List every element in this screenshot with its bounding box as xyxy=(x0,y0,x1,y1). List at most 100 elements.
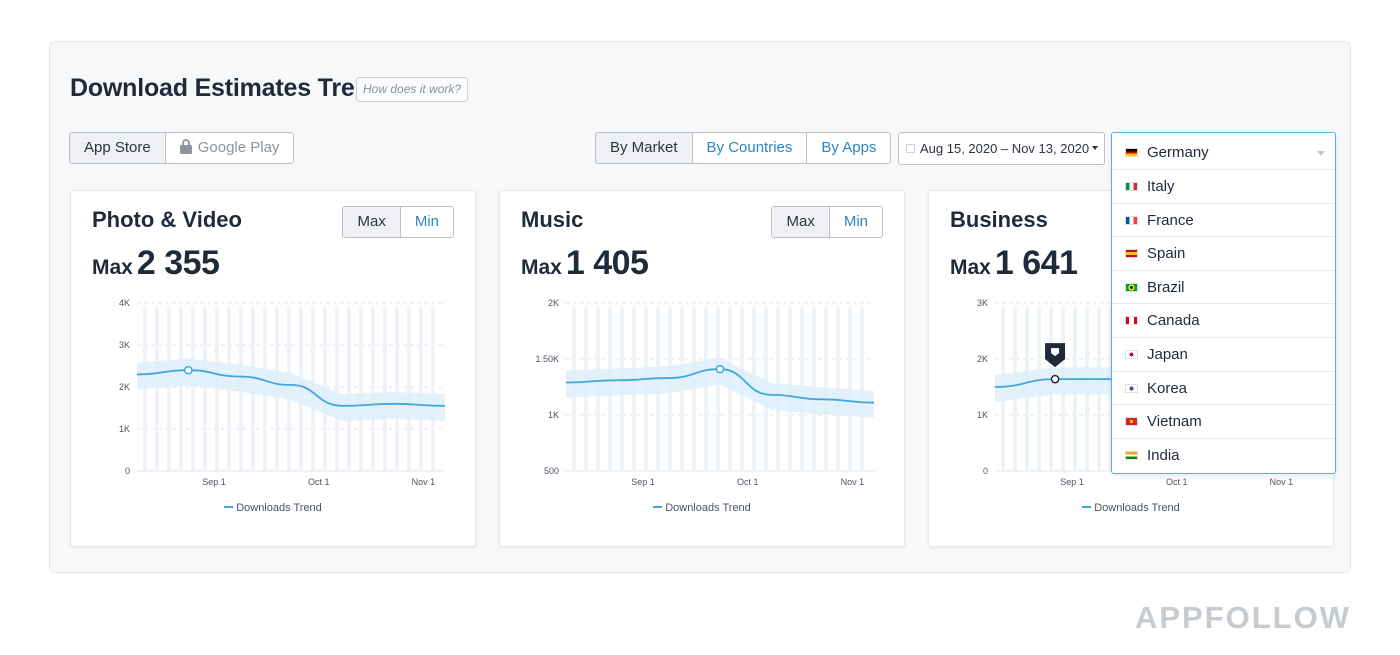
y-tick-label: 1K xyxy=(548,410,559,420)
weekday-band xyxy=(179,307,183,471)
data-point-marker xyxy=(183,365,193,375)
weekday-band xyxy=(191,307,195,471)
legend-label: Downloads Trend xyxy=(665,502,751,514)
country-label: Korea xyxy=(1147,379,1188,397)
max-min-toggle: Max Min xyxy=(342,206,454,238)
max-button[interactable]: Max xyxy=(343,207,401,237)
category-card-music: Music Max Min Max 1 405 500 1K 1.50K 2K Sep 1… xyxy=(499,190,905,547)
x-tick-label: Nov 1 xyxy=(841,477,865,487)
x-tick-label: Nov 1 xyxy=(1270,477,1294,487)
country-option-spain[interactable]: Spain xyxy=(1112,237,1335,271)
lock-icon xyxy=(179,139,192,154)
legend-label: Downloads Trend xyxy=(236,502,322,514)
weekday-band xyxy=(716,307,720,471)
country-label: India xyxy=(1147,446,1180,464)
app-store-button[interactable]: App Store xyxy=(70,133,166,163)
country-label: Japan xyxy=(1147,345,1188,363)
data-point-marker xyxy=(715,364,725,374)
card-title: Music xyxy=(521,207,584,232)
chevron-down-icon xyxy=(1317,151,1325,156)
spain-flag-icon xyxy=(1125,249,1138,259)
by-countries-tab[interactable]: By Countries xyxy=(693,133,808,163)
country-option-india[interactable]: India xyxy=(1112,439,1335,473)
legend-swatch xyxy=(1082,506,1092,508)
weekday-band xyxy=(704,307,708,471)
weekday-band xyxy=(359,307,363,471)
weekday-band xyxy=(395,307,399,471)
canada-flag-icon xyxy=(1125,316,1138,326)
weekday-band xyxy=(692,307,696,471)
max-value: 1 641 xyxy=(994,244,1078,282)
chart-legend[interactable]: Downloads Trend xyxy=(500,502,904,514)
y-tick-label: 4K xyxy=(119,298,130,308)
y-tick-label: 0 xyxy=(125,466,130,476)
view-toggle: By Market By Countries By Apps xyxy=(595,132,892,164)
country-label: Spain xyxy=(1147,245,1186,263)
country-option-korea[interactable]: Korea xyxy=(1112,372,1335,406)
country-label: Vietnam xyxy=(1147,413,1202,431)
how-does-it-work-link[interactable]: How does it work? xyxy=(356,77,469,102)
x-tick-label: Oct 1 xyxy=(737,477,759,487)
vietnam-flag-icon xyxy=(1125,417,1138,427)
by-market-tab[interactable]: By Market xyxy=(596,133,693,163)
country-select[interactable]: Germany xyxy=(1112,133,1335,170)
y-tick-label: 1K xyxy=(977,410,988,420)
card-title: Photo & Video xyxy=(92,207,242,232)
country-option-brazil[interactable]: Brazil xyxy=(1112,271,1335,305)
x-tick-label: Oct 1 xyxy=(308,477,330,487)
weekday-band xyxy=(383,307,387,471)
legend-label: Downloads Trend xyxy=(1094,502,1180,514)
y-tick-label: 1K xyxy=(119,424,130,434)
chart-photo-video: 0 1K 2K 3K 4K Sep 1 Oct 1 Nov 1 xyxy=(119,298,446,487)
country-option-italy[interactable]: Italy xyxy=(1112,170,1335,204)
y-tick-label: 3K xyxy=(119,340,130,350)
x-tick-label: Oct 1 xyxy=(1166,477,1188,487)
chart-legend[interactable]: Downloads Trend xyxy=(71,502,475,514)
country-option-france[interactable]: France xyxy=(1112,204,1335,238)
weekday-band xyxy=(215,307,219,471)
card-max-value: Max 1 405 xyxy=(521,244,649,283)
by-apps-tab[interactable]: By Apps xyxy=(821,139,877,156)
country-option-vietnam[interactable]: Vietnam xyxy=(1112,405,1335,439)
y-tick-label: 1.50K xyxy=(535,354,559,364)
card-title: Business xyxy=(950,207,1048,232)
google-play-label: Google Play xyxy=(197,139,280,156)
y-tick-label: 500 xyxy=(544,466,559,476)
country-label: Italy xyxy=(1147,178,1175,195)
japan-flag-icon xyxy=(1125,349,1138,359)
appfollow-logo: APPFOLLOW xyxy=(1134,600,1351,635)
legend-swatch xyxy=(653,506,663,508)
weekday-band xyxy=(419,307,423,471)
date-range-select[interactable]: Aug 15, 2020 – Nov 13, 2020 xyxy=(898,132,1105,165)
country-dropdown[interactable]: Germany Italy France Spain Brazil Canada… xyxy=(1111,132,1336,474)
data-point-marker xyxy=(1050,374,1060,384)
chevron-down-icon xyxy=(1092,146,1098,150)
weekday-band xyxy=(143,307,147,471)
legend-swatch xyxy=(224,506,234,508)
x-tick-label: Sep 1 xyxy=(1060,477,1084,487)
selected-country: Germany xyxy=(1147,144,1209,161)
country-option-canada[interactable]: Canada xyxy=(1112,304,1335,338)
store-toggle: App Store Google Play xyxy=(69,132,295,164)
country-option-japan[interactable]: Japan xyxy=(1112,338,1335,372)
weekday-band xyxy=(335,307,339,471)
weekday-band xyxy=(155,307,159,471)
country-label: Canada xyxy=(1147,312,1200,330)
calendar-icon xyxy=(906,144,915,153)
max-label: Max xyxy=(92,256,133,279)
korea-flag-icon xyxy=(1125,383,1138,393)
max-button[interactable]: Max xyxy=(772,207,830,237)
weekday-band xyxy=(431,307,435,471)
google-play-button[interactable]: Google Play xyxy=(166,133,294,163)
brazil-flag-icon xyxy=(1125,282,1138,292)
italy-flag-icon xyxy=(1125,182,1138,191)
weekday-band xyxy=(848,307,852,471)
card-max-value: Max 1 641 xyxy=(950,244,1078,283)
chart-music: 500 1K 1.50K 2K Sep 1 Oct 1 Nov 1 xyxy=(535,298,875,487)
min-button[interactable]: Min xyxy=(414,213,439,230)
weekday-band xyxy=(371,307,375,471)
min-button[interactable]: Min xyxy=(843,213,868,230)
chart-legend[interactable]: Downloads Trend xyxy=(929,502,1333,514)
shield-icon xyxy=(1051,348,1060,357)
y-tick-label: 2K xyxy=(548,298,559,308)
